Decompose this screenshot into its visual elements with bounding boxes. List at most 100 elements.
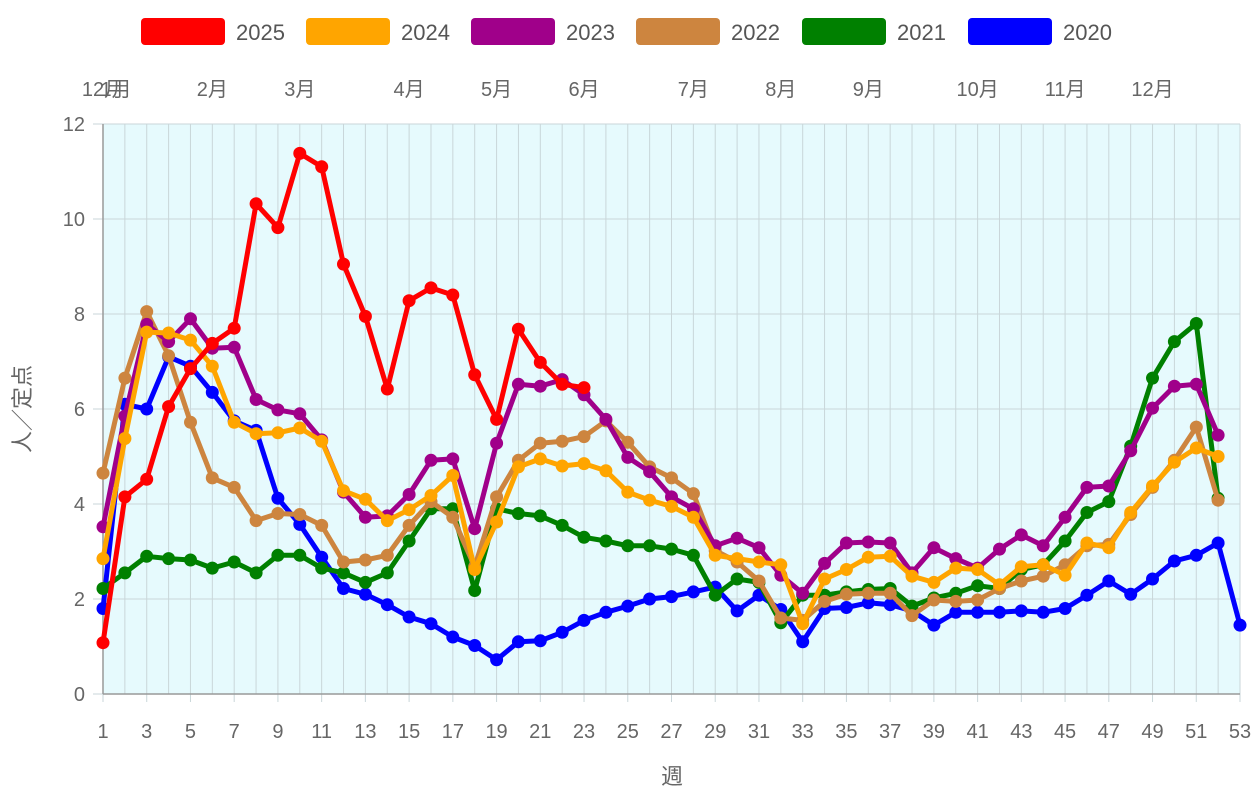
- data-point: [446, 452, 460, 466]
- data-point: [730, 572, 744, 586]
- data-point: [1036, 539, 1050, 553]
- data-point: [162, 400, 176, 414]
- data-point: [446, 630, 460, 644]
- month-label: 7月: [678, 79, 709, 101]
- data-point: [796, 586, 810, 600]
- x-tick-label: 5: [185, 721, 196, 743]
- data-point: [949, 561, 963, 575]
- data-point: [1233, 618, 1247, 632]
- month-label: 3月: [284, 79, 315, 101]
- legend-label: 2022: [731, 20, 780, 45]
- x-tick-label: 35: [835, 721, 857, 743]
- x-tick-label: 25: [617, 721, 639, 743]
- data-point: [205, 471, 219, 485]
- month-label: 5月: [481, 79, 512, 101]
- data-point: [402, 610, 416, 624]
- legend-item-2021[interactable]: 2021: [802, 18, 946, 45]
- data-point: [665, 499, 678, 513]
- x-axis-label: 週: [661, 764, 683, 789]
- y-axis-label: 人／定点: [10, 365, 35, 453]
- data-point: [511, 507, 525, 520]
- data-point: [533, 634, 547, 648]
- data-point: [1124, 444, 1138, 458]
- legend-item-2020[interactable]: 2020: [968, 18, 1112, 45]
- x-tick-label: 13: [354, 721, 376, 743]
- legend-label: 2023: [566, 20, 615, 45]
- data-point: [118, 371, 132, 385]
- data-point: [1102, 541, 1116, 555]
- data-point: [1036, 569, 1050, 583]
- series-line-2022: [100, 309, 1221, 623]
- data-point: [1211, 493, 1225, 507]
- data-point: [184, 415, 197, 429]
- data-point: [665, 471, 678, 485]
- data-point: [839, 587, 853, 601]
- data-point: [533, 355, 547, 369]
- data-point: [643, 592, 657, 606]
- legend[interactable]: 2025 2024 2023 2022 2021 2020: [141, 18, 1112, 45]
- data-point: [490, 412, 504, 426]
- data-point: [293, 146, 307, 160]
- data-point: [599, 605, 613, 619]
- data-point: [752, 574, 766, 588]
- month-label: 12月: [82, 79, 124, 101]
- data-point: [293, 421, 307, 435]
- legend-item-2024[interactable]: 2024: [306, 18, 450, 45]
- data-point: [839, 536, 853, 550]
- x-tick-label: 7: [229, 721, 240, 743]
- data-point: [358, 510, 372, 524]
- y-tick-label: 10: [63, 209, 85, 231]
- data-point: [1124, 506, 1138, 519]
- legend-item-2025[interactable]: 2025: [141, 18, 285, 45]
- data-point: [162, 552, 176, 566]
- data-point: [949, 552, 963, 566]
- data-point: [1189, 441, 1203, 455]
- data-point: [577, 530, 591, 544]
- data-point: [271, 221, 285, 235]
- legend-swatch: [141, 18, 225, 45]
- data-point: [1102, 574, 1116, 588]
- data-point: [446, 510, 460, 524]
- data-point: [686, 548, 700, 562]
- data-point: [599, 412, 613, 426]
- data-point: [380, 548, 394, 562]
- data-point: [1080, 480, 1094, 494]
- data-point: [861, 586, 875, 600]
- data-point: [839, 601, 853, 614]
- data-point: [468, 584, 482, 597]
- data-point: [1146, 572, 1159, 586]
- data-point: [271, 507, 285, 520]
- month-label: 4月: [394, 79, 425, 101]
- y-tick-label: 0: [74, 684, 85, 706]
- data-point: [533, 452, 547, 466]
- data-point: [883, 549, 897, 563]
- data-point: [140, 402, 154, 416]
- data-point: [184, 312, 197, 326]
- data-point: [162, 349, 176, 363]
- data-point: [511, 322, 525, 336]
- data-point: [993, 605, 1006, 619]
- data-point: [402, 518, 416, 532]
- x-tick-label: 3: [141, 721, 152, 743]
- x-tick-label: 31: [748, 721, 770, 743]
- data-point: [271, 491, 285, 505]
- data-point: [227, 555, 241, 569]
- data-point: [1167, 335, 1181, 349]
- data-point: [96, 552, 110, 566]
- legend-item-2023[interactable]: 2023: [471, 18, 615, 45]
- y-tick-label: 2: [74, 589, 85, 611]
- y-tick-label: 4: [74, 494, 85, 516]
- x-tick-label: 51: [1185, 721, 1207, 743]
- data-point: [402, 488, 416, 501]
- data-point: [1102, 495, 1116, 509]
- month-label: 11月: [1045, 79, 1086, 101]
- data-point: [358, 575, 372, 589]
- x-tick-label: 43: [1010, 721, 1032, 743]
- data-point: [555, 377, 569, 391]
- month-label: 6月: [568, 79, 599, 101]
- data-point: [883, 598, 897, 612]
- x-tick-label: 39: [923, 721, 945, 743]
- legend-item-2022[interactable]: 2022: [636, 18, 780, 45]
